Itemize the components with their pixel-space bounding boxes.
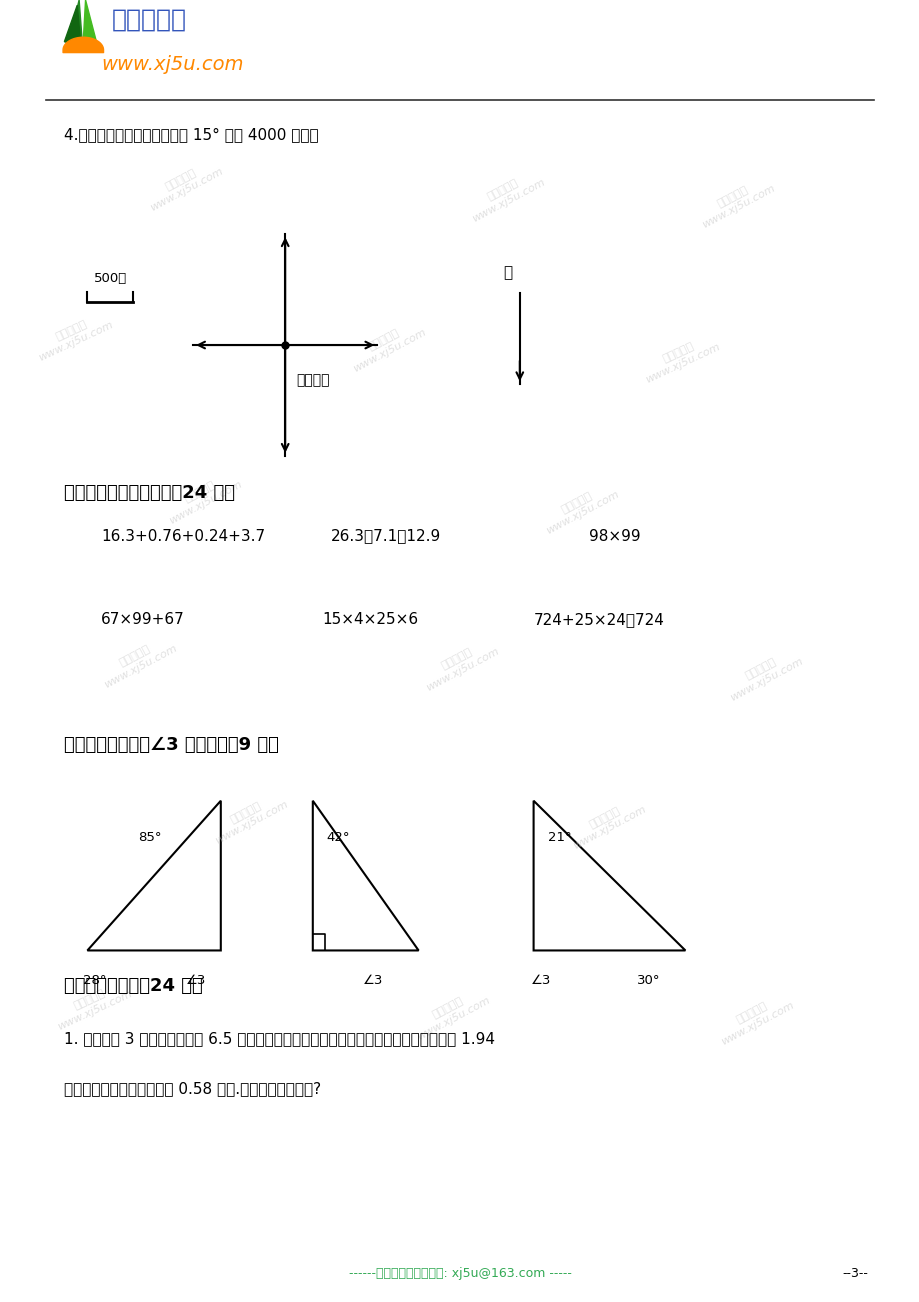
Text: 1. 公路局在 3 天内抢修了一段 6.5 千米长的被「龙王」台风冲毁的道路，已知第一天修了 1.94: 1. 公路局在 3 天内抢修了一段 6.5 千米长的被「龙王」台风冲毁的道路，已…: [64, 1031, 494, 1047]
Text: 小学资源网
www.xj5u.com: 小学资源网 www.xj5u.com: [418, 635, 501, 693]
Text: 北: 北: [503, 264, 512, 280]
Text: 21°: 21°: [547, 831, 571, 844]
Text: 小学资源网
www.xj5u.com: 小学资源网 www.xj5u.com: [565, 794, 648, 852]
Text: 小学资源网
www.xj5u.com: 小学资源网 www.xj5u.com: [409, 984, 492, 1042]
Text: 28°: 28°: [83, 974, 107, 987]
Text: 小学资源网
www.xj5u.com: 小学资源网 www.xj5u.com: [96, 633, 179, 690]
Text: ------小学资源网投稿邮筱: xj5u@163.com -----: ------小学资源网投稿邮筱: xj5u@163.com -----: [348, 1267, 571, 1280]
Text: 小学资源网
www.xj5u.com: 小学资源网 www.xj5u.com: [345, 316, 427, 374]
Text: 小学资源网
www.xj5u.com: 小学资源网 www.xj5u.com: [721, 646, 804, 703]
Text: 小学资源网
www.xj5u.com: 小学资源网 www.xj5u.com: [51, 978, 133, 1032]
Text: 六、求下面各图中∠3 的度数。（9 分）: 六、求下面各图中∠3 的度数。（9 分）: [64, 736, 279, 754]
Text: 小学资源网
www.xj5u.com: 小学资源网 www.xj5u.com: [207, 789, 289, 846]
Text: 七、解决问题。（24 分）: 七、解决问题。（24 分）: [64, 976, 203, 995]
Text: 26.3－7.1－12.9: 26.3－7.1－12.9: [331, 529, 441, 544]
Text: 小学资源网
www.xj5u.com: 小学资源网 www.xj5u.com: [32, 309, 115, 363]
Text: 街心公园: 街心公园: [296, 374, 329, 388]
Text: www.xj5u.com: www.xj5u.com: [101, 55, 244, 74]
Text: 85°: 85°: [138, 831, 162, 844]
Text: 500米: 500米: [94, 272, 127, 285]
Text: 98×99: 98×99: [588, 529, 640, 544]
Text: 小学资源网
www.xj5u.com: 小学资源网 www.xj5u.com: [142, 156, 225, 214]
Text: 五、用简便方法计算。（24 分）: 五、用简便方法计算。（24 分）: [64, 484, 235, 503]
Text: 小学资源网
www.xj5u.com: 小学资源网 www.xj5u.com: [538, 479, 620, 536]
Polygon shape: [67, 0, 83, 49]
Polygon shape: [83, 0, 98, 49]
Text: 15×4×25×6: 15×4×25×6: [322, 612, 417, 628]
Text: 小学资源网
www.xj5u.com: 小学资源网 www.xj5u.com: [639, 331, 721, 385]
Text: 30°: 30°: [636, 974, 660, 987]
Text: --3--: --3--: [842, 1267, 868, 1280]
Text: ∠3: ∠3: [186, 974, 206, 987]
Polygon shape: [64, 5, 81, 47]
Text: 4.度假山庄在街心公园东偏南 15° 方向 4000 米处。: 4.度假山庄在街心公园东偏南 15° 方向 4000 米处。: [64, 128, 319, 143]
Text: ∠3: ∠3: [530, 974, 550, 987]
Text: 42°: 42°: [326, 831, 350, 844]
Text: 小学资源网: 小学资源网: [112, 8, 187, 31]
Text: ∠3: ∠3: [362, 974, 382, 987]
Text: 米，第二天比第一天多修了 0.58 千米.第三天修了多少米?: 米，第二天比第一天多修了 0.58 千米.第三天修了多少米?: [64, 1081, 321, 1096]
Text: 小学资源网
www.xj5u.com: 小学资源网 www.xj5u.com: [694, 173, 777, 230]
Text: 小学资源网
www.xj5u.com: 小学资源网 www.xj5u.com: [161, 469, 244, 526]
Text: 小学资源网
www.xj5u.com: 小学资源网 www.xj5u.com: [712, 990, 795, 1047]
Text: 67×99+67: 67×99+67: [101, 612, 185, 628]
Text: 小学资源网
www.xj5u.com: 小学资源网 www.xj5u.com: [464, 167, 547, 224]
Text: 724+25×24－724: 724+25×24－724: [533, 612, 664, 628]
Text: 16.3+0.76+0.24+3.7: 16.3+0.76+0.24+3.7: [101, 529, 265, 544]
